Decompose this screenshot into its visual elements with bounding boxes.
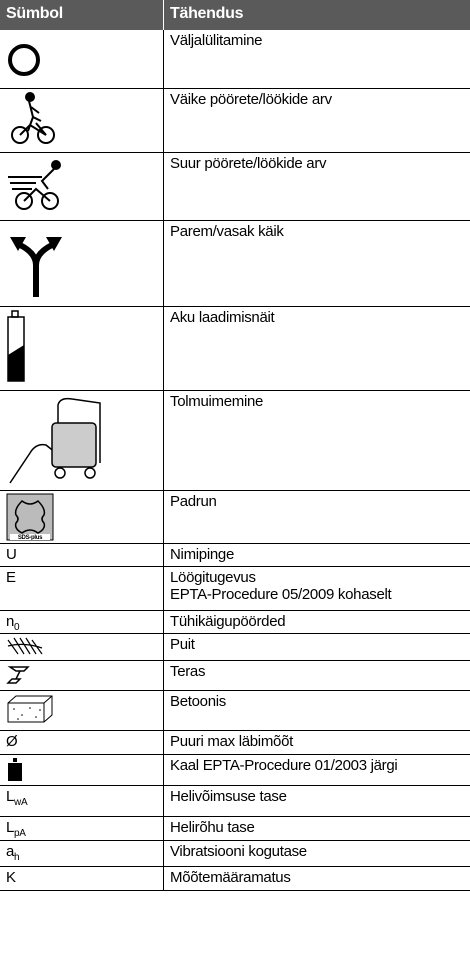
icon-battery: [7, 309, 25, 382]
icon-off: [8, 44, 40, 76]
meaning-cell: Betoonis: [163, 690, 470, 731]
symbol-sub: h: [14, 851, 20, 863]
symbol-cell: [0, 633, 164, 661]
symbol-cell: [0, 30, 164, 89]
icon-slow: [11, 91, 55, 144]
row: Väljalülitamine: [0, 30, 470, 89]
symbol-sub: pA: [14, 827, 26, 839]
symbol-cell: [0, 152, 164, 221]
header-row: Sümbol Tähendus: [0, 0, 470, 30]
meaning-cell: Helirõhu tase: [163, 816, 470, 841]
header-cell: Sümbol: [0, 0, 164, 30]
row: Tolmuimemine: [0, 390, 470, 491]
icon-vacuum: [9, 397, 101, 483]
meaning-cell: Helivõimsuse tase: [163, 785, 470, 817]
meaning-cell: Kaal EPTA-Procedure 01/2003 järgi: [163, 754, 470, 786]
icon-weight: [8, 757, 22, 781]
row: LpA Helirõhu tase: [0, 816, 470, 841]
meaning-cell: Tolmuimemine: [163, 390, 470, 491]
symbol: a: [6, 842, 15, 860]
meaning-cell: Vibratsiooni kogutase: [163, 840, 470, 867]
meaning-cell: Aku laadimisnäit: [163, 306, 470, 391]
row: ah Vibratsiooni kogutase: [0, 840, 470, 867]
meaning-cell: Nimipinge: [163, 543, 470, 567]
meaning-cell: Tühikäigupöörded: [163, 610, 470, 634]
meaning-cell: Teras: [163, 660, 470, 691]
symbol-sub: wA: [14, 796, 28, 808]
meaning-cell: Padrun: [163, 490, 470, 544]
symbol-cell: [0, 660, 164, 691]
row: Betoonis: [0, 690, 470, 731]
symbol: n: [6, 612, 15, 630]
row: LwA Helivõimsuse tase: [0, 785, 470, 817]
row: U Nimipinge: [0, 543, 470, 567]
row: Väike pöörete/löökide arv: [0, 88, 470, 153]
row: Teras: [0, 660, 470, 691]
symbol-cell: [0, 88, 164, 153]
symbol-cell: [0, 690, 164, 731]
meaning-cell: Parem/vasak käik: [163, 220, 470, 307]
row: Kaal EPTA-Procedure 01/2003 järgi: [0, 754, 470, 786]
symbol-cell: SDS-plus: [0, 490, 164, 544]
symbol-cell: [0, 390, 164, 491]
symbol-cell: LwA: [0, 785, 164, 817]
icon-direction: [10, 236, 62, 297]
symbol-cell: K: [0, 866, 164, 891]
icon-sds: SDS-plus: [6, 493, 54, 541]
meaning-cell: Väljalülitamine: [163, 30, 470, 89]
icon-concrete: [7, 695, 53, 722]
row: SDS-plus Padrun: [0, 490, 470, 544]
icon-steel: [6, 665, 30, 684]
symbol-cell: ah: [0, 840, 164, 867]
row: Aku laadimisnäit: [0, 306, 470, 391]
symbol-cell: [0, 220, 164, 307]
row: E Löögitugevus EPTA-Procedure 05/2009 koha…: [0, 566, 470, 611]
meaning-cell: Puuri max läbimõõt: [163, 730, 470, 755]
meaning-cell: Puit: [163, 633, 470, 661]
symbol-cell: [0, 306, 164, 391]
icon-fast: [8, 159, 61, 210]
meaning-cell: Suur pöörete/löökide arv: [163, 152, 470, 221]
row: K Mõõtemääramatus: [0, 866, 470, 891]
symbol: L: [6, 818, 15, 836]
row: Parem/vasak käik: [0, 220, 470, 307]
row: Puit: [0, 633, 470, 661]
symbol-cell: U: [0, 543, 164, 567]
meaning-cell: Mõõtemääramatus: [163, 866, 470, 891]
meaning-line: EPTA-Procedure 05/2009 kohaselt: [170, 585, 392, 603]
row: n0 Tühikäigupöörded: [0, 610, 470, 634]
symbol-cell: n0: [0, 610, 164, 634]
symbol-cell: [0, 754, 164, 786]
icon-label: SDS-plus: [18, 535, 43, 541]
meaning-cell: Väike pöörete/löökide arv: [163, 88, 470, 153]
symbol-cell: E: [0, 566, 164, 611]
symbol-cell: LpA: [0, 816, 164, 841]
meaning-cell: Löögitugevus EPTA-Procedure 05/2009 kohas…: [163, 566, 470, 611]
symbol-cell: Ø: [0, 730, 164, 755]
icon-wood: [7, 637, 43, 654]
symbol: L: [6, 787, 15, 805]
meaning-line: Löögitugevus: [170, 568, 256, 586]
symbol-sub: 0: [14, 621, 20, 633]
symbol-table: Sümbol Tähendus Väljalülitamine Väike pöö…: [0, 0, 470, 891]
row: Suur pöörete/löökide arv: [0, 152, 470, 221]
row: Ø Puuri max läbimõõt: [0, 730, 470, 755]
header-cell: Tähendus: [163, 0, 470, 30]
